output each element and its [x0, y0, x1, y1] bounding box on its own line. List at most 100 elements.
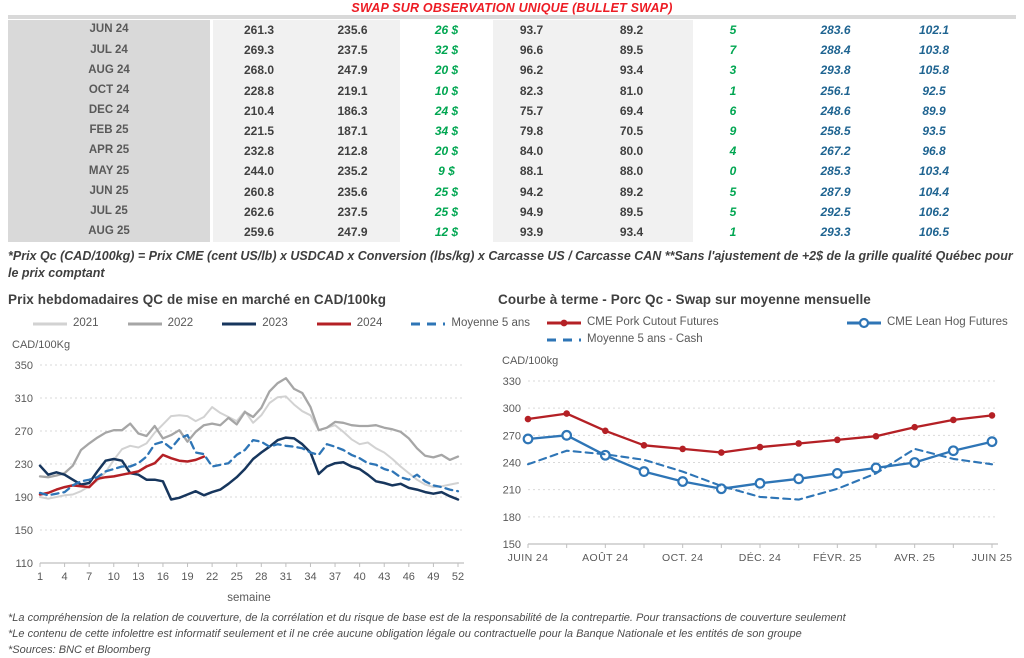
- cell-swap_us: 104.4: [918, 184, 950, 199]
- cell-us_spot: 69.4: [570, 100, 693, 121]
- svg-text:49: 49: [427, 571, 439, 583]
- cell-us_forward: 84.0: [493, 141, 570, 162]
- cell-qc_diff: 9 $: [438, 164, 455, 179]
- table-row: JUN 24 261.3 235.6 26 $ 93.7 89.2 5 283.6 102.1: [8, 20, 1016, 41]
- cell-us_forward: 82.3: [493, 80, 570, 101]
- cell-us_spot: 88.0: [570, 161, 693, 182]
- cell-us_forward: 75.7: [493, 100, 570, 121]
- cell-qc_spot: 235.2: [305, 161, 400, 182]
- cell-us_forward: 93.7: [493, 20, 570, 41]
- cell-swap_cad: 283.6: [820, 23, 851, 38]
- cell-swap_us: 89.9: [922, 103, 946, 118]
- cell-us_spot: 81.0: [570, 80, 693, 101]
- cell-us_spot: 89.5: [570, 40, 693, 61]
- cell-qc_forward: 259.6: [210, 221, 305, 243]
- table-row: JUL 25 262.6 237.5 25 $ 94.9 89.5 5 292.5 106.2: [8, 201, 1016, 222]
- forward-curve-chart-title: Courbe à terme - Porc Qc - Swap sur moye…: [498, 292, 871, 307]
- cell-qc_forward: 269.3: [210, 40, 305, 61]
- legend-label: 2021: [73, 317, 99, 329]
- svg-text:25: 25: [231, 571, 243, 583]
- svg-text:270: 270: [503, 430, 521, 442]
- forward-curve-chart-legend: CME Pork Cutout Futures CME Lean Hog Fut…: [498, 315, 1018, 346]
- cell-us_forward: 94.2: [493, 181, 570, 202]
- cell-swap_us: 105.8: [918, 63, 950, 78]
- cell-us_diff: 4: [729, 144, 737, 159]
- table-row: OCT 24 228.8 219.1 10 $ 82.3 81.0 1 256.1 92.5: [8, 80, 1016, 101]
- legend-label: CME Lean Hog Futures: [887, 316, 1008, 328]
- svg-text:AOÛT 24: AOÛT 24: [582, 551, 628, 564]
- cell-qc_diff: 25 $: [434, 184, 459, 199]
- cell-month: FEB 25: [8, 120, 210, 142]
- svg-text:4: 4: [62, 571, 68, 583]
- cell-us_spot: 89.5: [570, 201, 693, 222]
- table-top-strip: [8, 15, 1016, 19]
- svg-text:52: 52: [452, 571, 464, 583]
- page-title: SWAP SUR OBSERVATION UNIQUE (BULLET SWAP…: [351, 1, 673, 15]
- svg-text:34: 34: [304, 571, 316, 583]
- cell-qc_forward: 221.5: [210, 120, 305, 142]
- svg-text:28: 28: [255, 571, 267, 583]
- legend-swatch-2024: [316, 316, 352, 330]
- cell-swap_us: 102.1: [918, 23, 950, 38]
- disclaimer-notes: *La compréhension de la relation de couv…: [8, 611, 1016, 658]
- table-row: MAY 25 244.0 235.2 9 $ 88.1 88.0 0 285.3 103.4: [8, 161, 1016, 182]
- cell-swap_cad: 285.3: [820, 164, 851, 179]
- weekly-price-plot: 110 150 190 230 270 310 350 1 4 7 10 13 16 19 22 25 28 31…: [15, 360, 464, 604]
- legend-item-pork-cutout: CME Pork Cutout Futures: [546, 315, 846, 329]
- table-row: AUG 25 259.6 247.9 12 $ 93.9 93.4 1 293.3 106.5: [8, 221, 1016, 243]
- cell-qc_forward: 260.8: [210, 181, 305, 202]
- cell-us_spot: 70.5: [570, 120, 693, 142]
- svg-text:31: 31: [280, 571, 292, 583]
- cell-us_spot: 89.2: [570, 20, 693, 41]
- cell-qc_forward: 261.3: [210, 20, 305, 41]
- cell-us_forward: 93.9: [493, 221, 570, 243]
- y-axis-label: CAD/100Kg: [12, 339, 71, 351]
- cell-swap_us: 92.5: [922, 83, 946, 98]
- cell-us_forward: 96.6: [493, 40, 570, 61]
- cell-qc_spot: 187.1: [305, 120, 400, 142]
- cell-us_diff: 0: [729, 164, 737, 179]
- cell-us_diff: 1: [729, 224, 737, 239]
- svg-text:180: 180: [503, 512, 521, 524]
- legend-swatch-moyenne: [410, 316, 446, 330]
- svg-text:110: 110: [15, 558, 33, 570]
- cell-qc_spot: 237.5: [305, 201, 400, 222]
- cell-month: MAY 25: [8, 161, 210, 182]
- legend-swatch-2021: [32, 316, 68, 330]
- cell-swap_us: 103.8: [918, 43, 950, 58]
- svg-text:JUIN 25: JUIN 25: [972, 552, 1013, 564]
- legend-item-moyenne-cash: Moyenne 5 ans - Cash: [546, 332, 846, 346]
- cell-swap_us: 93.5: [922, 124, 946, 139]
- disclaimer-line-1: *La compréhension de la relation de couv…: [8, 612, 846, 624]
- legend-item-moyenne-5-ans: Moyenne 5 ans: [410, 316, 530, 330]
- y-axis-label: CAD/100kg: [502, 355, 559, 367]
- svg-text:330: 330: [503, 376, 521, 388]
- cell-month: JUL 25: [8, 201, 210, 222]
- table-row: JUN 25 260.8 235.6 25 $ 94.2 89.2 5 287.9 104.4: [8, 181, 1016, 202]
- svg-text:40: 40: [354, 571, 366, 583]
- svg-text:JUIN 24: JUIN 24: [508, 552, 549, 564]
- svg-text:22: 22: [206, 571, 218, 583]
- cell-us_forward: 94.9: [493, 201, 570, 222]
- cell-month: JUN 24: [8, 20, 210, 41]
- table-row: JUL 24 269.3 237.5 32 $ 96.6 89.5 7 288.4 103.8: [8, 40, 1016, 61]
- cell-swap_cad: 258.5: [820, 124, 851, 139]
- svg-text:150: 150: [503, 539, 521, 551]
- legend-item-2022: 2022: [127, 316, 194, 330]
- table-row: APR 25 232.8 212.8 20 $ 84.0 80.0 4 267.2 96.8: [8, 141, 1016, 162]
- legend-swatch-2022: [127, 316, 163, 330]
- cell-us_diff: 9: [729, 124, 737, 139]
- cell-month: OCT 24: [8, 80, 210, 101]
- legend-label: 2022: [167, 317, 194, 329]
- svg-text:230: 230: [15, 459, 33, 471]
- svg-text:37: 37: [329, 571, 341, 583]
- cell-us_diff: 3: [729, 63, 737, 78]
- legend-item-2021: 2021: [32, 316, 99, 330]
- svg-text:7: 7: [86, 571, 92, 583]
- cell-qc_forward: 210.4: [210, 100, 305, 121]
- cell-swap_cad: 256.1: [820, 83, 851, 98]
- legend-swatch-2023: [221, 316, 257, 330]
- cell-us_diff: 7: [729, 43, 737, 58]
- cell-month: APR 25: [8, 141, 210, 162]
- cell-qc_forward: 268.0: [210, 60, 305, 81]
